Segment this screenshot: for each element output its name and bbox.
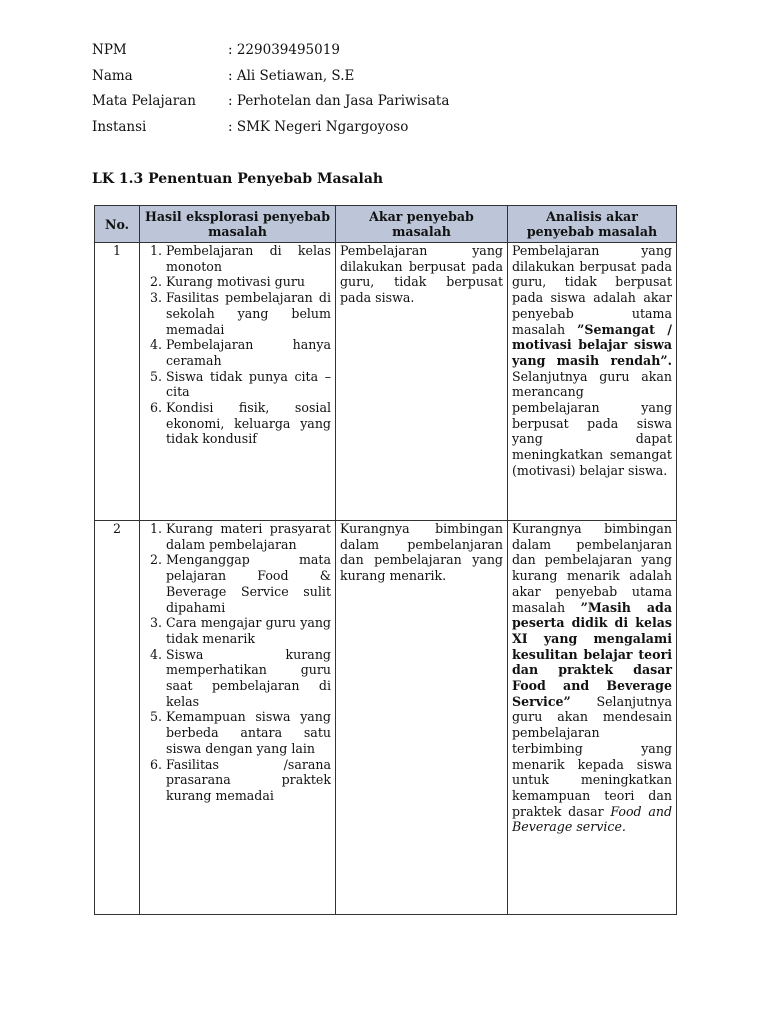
cause-item: Kemampuan siswa yang berbeda antara satu… — [166, 709, 331, 756]
analysis-part: Selanjutnya guru akan merancang pembelaj… — [512, 368, 672, 478]
cause-item: Pembelajaran hanya ceramah — [166, 337, 331, 368]
cause-item: Kurang materi prasyarat dalam pembelajar… — [166, 521, 331, 552]
table-row: 1Pembelajaran di kelas monotonKurang mot… — [94, 242, 677, 521]
header-no: No. — [94, 205, 140, 243]
root-cause-text: Kurangnya bimbingan dalam pembelanjaran … — [340, 521, 503, 584]
causes-cell: Kurang materi prasyarat dalam pembelajar… — [139, 520, 336, 915]
cause-item: Pembelajaran di kelas monoton — [166, 243, 331, 274]
row-number: 1 — [94, 242, 140, 521]
causes-cell: Pembelajaran di kelas monotonKurang moti… — [139, 242, 336, 521]
header-root: Akar penyebab masalah — [335, 205, 508, 243]
section-title: LK 1.3 Penentuan Penyebab Masalah — [92, 171, 384, 187]
table-row: 2 Kurang materi prasyarat dalam pembelaja… — [94, 520, 677, 915]
causes-list: Kurang materi prasyarat dalam pembelajar… — [144, 521, 331, 804]
root-cause-text: Pembelajaran yang dilakukan berpusat pad… — [340, 243, 503, 306]
info-row-nama: Nama: Ali Setiawan, S.E — [92, 67, 355, 84]
cause-item: Menganggap mata pelajaran Food & Beverag… — [166, 552, 331, 615]
header-analysis: Analisis akar penyebab masalah — [507, 205, 677, 243]
cause-table: No. Hasil eksplorasi penyebab masalah Ak… — [94, 205, 677, 915]
root-cause-cell: Pembelajaran yang dilakukan berpusat pad… — [335, 242, 508, 521]
analysis-main-problem: ”Semangat / motivasi belajar siswa yang … — [512, 321, 672, 368]
root-cause-cell: Kurangnya bimbingan dalam pembelanjaran … — [335, 520, 508, 915]
header-causes: Hasil eksplorasi penyebab masalah — [139, 205, 336, 243]
info-row-mapel: Mata Pelajaran: Perhotelan dan Jasa Pari… — [92, 93, 450, 109]
analysis-part: Kurangnya bimbingan dalam pembelanjaran … — [512, 521, 672, 615]
cause-item: Fasilitas pembelajaran di sekolah yang b… — [166, 290, 331, 337]
identity-block: NPM: 229039495019 Nama: Ali Setiawan, S.… — [92, 42, 449, 144]
table-header-row: No. Hasil eksplorasi penyebab masalah Ak… — [94, 205, 677, 243]
analysis-cell: Pembelajaran yang dilakukan berpusat pad… — [507, 242, 677, 521]
analysis-main-problem: ”Masih ada peserta didik di kelas XI yan… — [512, 599, 672, 709]
cause-item: Kurang motivasi guru — [166, 274, 331, 290]
row-number: 2 — [94, 520, 140, 915]
cause-item: Fasilitas /sarana prasarana praktek kura… — [166, 757, 331, 804]
cause-item: Siswa tidak punya cita – cita — [166, 369, 331, 400]
cause-item: Kondisi fisik, sosial ekonomi, keluarga … — [166, 400, 331, 447]
info-row-npm: NPM: 229039495019 — [92, 42, 340, 58]
cause-item: Cara mengajar guru yang tidak menarik — [166, 615, 331, 646]
analysis-part: Pembelajaran yang dilakukan berpusat pad… — [512, 243, 672, 337]
analysis-cell: Kurangnya bimbingan dalam pembelanjaran … — [507, 520, 677, 915]
analysis-text: Kurangnya bimbingan dalam pembelanjaran … — [512, 521, 672, 835]
cause-item: Siswa kurang memperhatikan guru saat pem… — [166, 647, 331, 710]
analysis-text: Pembelajaran yang dilakukan berpusat pad… — [512, 243, 672, 479]
analysis-part: Selanjutnya guru akan mendesain pembelaj… — [512, 693, 672, 819]
analysis-italic: Food and Beverage service. — [512, 803, 673, 835]
causes-list: Pembelajaran di kelas monotonKurang moti… — [144, 243, 331, 447]
info-row-instansi: Instansi: SMK Negeri Ngargoyoso — [92, 118, 409, 135]
